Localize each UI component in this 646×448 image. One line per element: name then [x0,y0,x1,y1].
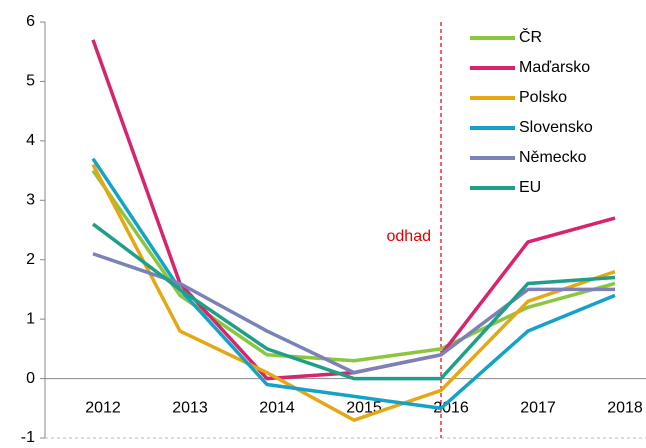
y-tick-label: 0 [26,370,35,387]
series-line [91,169,616,363]
legend-label: ČR [519,27,542,46]
legend-label: EU [519,179,541,196]
series-line [91,163,616,422]
x-tick-label: 2017 [520,400,556,417]
y-tick-label: -1 [21,429,35,446]
y-tick-label: 2 [26,251,35,268]
legend-label: Polsko [519,89,567,106]
legend-label: Maďarsko [519,59,590,76]
series-line [92,252,615,375]
series-line [91,222,616,381]
y-tick-label: 5 [26,73,35,90]
x-tick-label: 2012 [85,400,121,417]
x-tick-label: 2016 [433,400,469,417]
x-tick-label: 2014 [259,400,295,417]
legend-label: Slovensko [519,119,593,136]
x-tick-label: 2018 [607,400,643,417]
y-tick-label: 1 [26,310,35,327]
annotation: odhad [387,228,432,245]
y-tick-label: 6 [26,13,35,30]
x-tick-label: 2013 [172,400,208,417]
y-tick-label: 4 [26,132,35,149]
legend-label: Německo [519,149,587,166]
y-tick-label: 3 [26,192,35,209]
